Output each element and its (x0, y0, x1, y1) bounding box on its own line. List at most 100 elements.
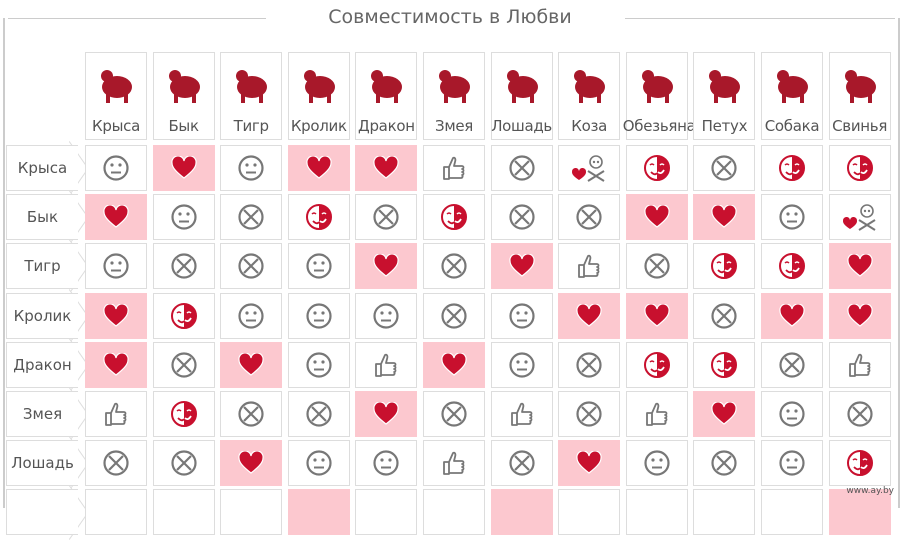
compatibility-cell (287, 489, 350, 536)
compatibility-cell (152, 489, 215, 536)
half-mask-icon (643, 351, 671, 379)
compatibility-cell (152, 243, 215, 290)
thumbs-up-icon (644, 400, 670, 428)
compatibility-cell (355, 341, 418, 388)
compatibility-cell (423, 341, 485, 388)
compatibility-cell (558, 341, 621, 388)
compatibility-cell (287, 243, 350, 290)
row-label: Дракон (6, 341, 78, 388)
compatibility-cell (152, 194, 215, 241)
heart-icon (373, 254, 400, 278)
neutral-face-icon (305, 351, 333, 379)
compatibility-cell (85, 194, 147, 241)
compatibility-cell (558, 145, 621, 191)
cross-circle-icon (170, 351, 198, 379)
column-label: Свинья (832, 117, 888, 135)
thumbs-up-icon (441, 449, 467, 477)
compatibility-cell (355, 243, 418, 290)
compatibility-cell (490, 391, 553, 437)
thumbs-up-icon (509, 400, 535, 428)
cross-circle-icon (778, 351, 806, 379)
compatibility-cell (625, 243, 688, 290)
compatibility-cell (355, 145, 418, 191)
compatibility-cell (693, 391, 756, 437)
heart-icon (373, 156, 400, 180)
row-label: Крыса (6, 145, 78, 191)
heart-icon (103, 352, 129, 377)
compatibility-cell (558, 391, 621, 437)
column-label: Кролик (290, 117, 347, 135)
compatibility-cell (761, 243, 823, 290)
compatibility-cell (625, 145, 688, 191)
compatibility-cell (828, 292, 891, 339)
heart-icon (103, 205, 129, 229)
compatibility-cell (423, 440, 485, 487)
compatibility-cell (355, 440, 418, 487)
column-header: Кролик (287, 52, 350, 140)
neutral-face-icon (305, 449, 333, 477)
compatibility-cell (220, 440, 283, 487)
compatibility-cell (625, 489, 688, 536)
heart-icon (711, 205, 738, 229)
thumbs-up-icon (103, 400, 129, 428)
compatibility-cell (490, 292, 553, 339)
cross-circle-icon (440, 302, 468, 330)
row-label (6, 489, 78, 536)
neutral-face-icon (372, 302, 400, 330)
compatibility-cell (355, 489, 418, 536)
column-header: Свинья (828, 52, 891, 140)
compatibility-cell (423, 243, 485, 290)
column-header: Собака (761, 52, 823, 140)
thumbs-up-icon (441, 154, 467, 182)
heart-icon (644, 303, 670, 328)
neutral-face-icon (237, 154, 265, 182)
heart-icon (238, 352, 264, 377)
compatibility-cell (828, 243, 891, 290)
compatibility-cell (85, 243, 147, 290)
watermark: www.ay.by (846, 486, 894, 496)
compatibility-cell (761, 341, 823, 388)
half-mask-icon (778, 252, 806, 280)
compatibility-cell (625, 391, 688, 437)
neutral-face-icon (372, 449, 400, 477)
compatibility-cell (287, 440, 350, 487)
compatibility-cell (490, 440, 553, 487)
compatibility-cell (558, 489, 621, 536)
compatibility-cell (490, 341, 553, 388)
heart-icon (238, 451, 264, 475)
cross-circle-icon (237, 252, 265, 280)
neutral-face-icon (508, 302, 536, 330)
row-label: Бык (6, 194, 78, 241)
cross-circle-icon (508, 449, 536, 477)
compatibility-cell (490, 194, 553, 241)
compatibility-cell (490, 243, 553, 290)
compatibility-cell (423, 145, 485, 191)
cross-circle-icon (102, 449, 130, 477)
column-header: Коза (558, 52, 621, 140)
compatibility-cell (355, 194, 418, 241)
compatibility-cell (85, 341, 147, 388)
page-title: Совместимость в Любви (0, 6, 900, 28)
compatibility-cell (287, 145, 350, 191)
compatibility-cell (287, 194, 350, 241)
neutral-face-icon (778, 203, 806, 231)
compatibility-cell (625, 292, 688, 339)
compatibility-cell (220, 243, 283, 290)
compatibility-cell (761, 440, 823, 487)
row-label: Змея (6, 391, 78, 437)
compatibility-cell (558, 194, 621, 241)
compatibility-cell (220, 145, 283, 191)
heart-icon (711, 402, 738, 426)
half-mask-icon (710, 351, 738, 379)
cross-circle-icon (237, 203, 265, 231)
neutral-face-icon (305, 252, 333, 280)
neutral-face-icon (102, 154, 130, 182)
column-header: Крыса (85, 52, 147, 140)
neutral-face-icon (508, 351, 536, 379)
compatibility-cell (625, 194, 688, 241)
column-header: Змея (423, 52, 485, 140)
heart-skull-icon (842, 202, 878, 232)
cross-circle-icon (170, 252, 198, 280)
column-label: Петух (701, 117, 748, 135)
cross-circle-icon (508, 203, 536, 231)
